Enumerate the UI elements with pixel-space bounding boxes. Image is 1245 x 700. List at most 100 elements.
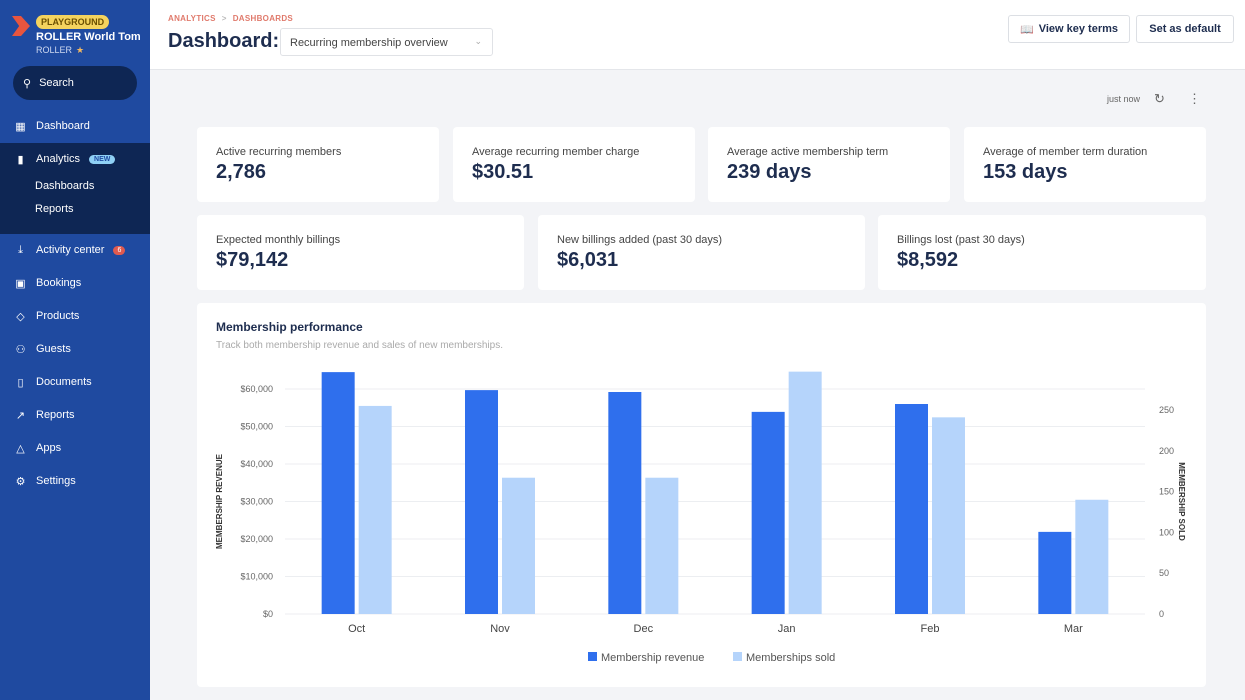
x-tick-label: Mar <box>1064 623 1083 635</box>
bar-revenue-mar <box>1038 531 1072 614</box>
sidebar-item-reports[interactable]: ↗ Reports <box>0 403 150 427</box>
breadcrumb-dashboards[interactable]: DASHBOARDS <box>232 14 294 23</box>
selected-dashboard: Recurring membership overview <box>290 37 448 49</box>
dashboard-icon: ▦ <box>15 120 26 133</box>
sidebar-item-apps[interactable]: △ Apps <box>0 436 150 460</box>
kpi-value: 153 days <box>983 161 1068 183</box>
kpi-value: $30.51 <box>472 161 534 183</box>
kpi-label: Billings lost (past 30 days) <box>897 234 1025 246</box>
sidebar-sub-dashboards[interactable]: Dashboards <box>35 180 95 192</box>
chart-title: Membership performance <box>216 320 363 334</box>
sidebar-item-settings[interactable]: ⚙ Settings <box>0 469 150 493</box>
gear-icon: ⚙ <box>15 475 26 488</box>
search-button[interactable]: ⚲ Search <box>13 66 137 100</box>
membership-performance-card: Membership performance Track both member… <box>197 303 1206 687</box>
kpi-label: Average of member term duration <box>983 146 1148 158</box>
y-tick-label: $20,000 <box>240 534 273 544</box>
org-sub-label: ROLLER <box>36 45 73 55</box>
sidebar-item-dashboard[interactable]: ▦ Dashboard <box>0 114 150 138</box>
label: Products <box>36 310 80 322</box>
refresh-icon[interactable]: ↻ <box>1154 91 1165 106</box>
chart-subtitle: Track both membership revenue and sales … <box>216 340 503 351</box>
y2-tick-label: 50 <box>1159 568 1169 578</box>
new-badge: NEW <box>89 154 116 164</box>
calendar-icon: ▣ <box>15 277 26 290</box>
sidebar-item-activity-center[interactable]: ⤓ Activity center 6 <box>0 238 150 262</box>
sidebar-sub-reports[interactable]: Reports <box>35 203 74 215</box>
kpi-value: $8,592 <box>897 249 959 271</box>
star-icon[interactable]: ★ <box>76 45 85 55</box>
sidebar-item-guests[interactable]: ⚇ Guests <box>0 337 150 361</box>
x-tick-label: Jan <box>778 623 796 635</box>
apps-icon: △ <box>16 442 25 455</box>
bar-revenue-feb <box>895 404 928 614</box>
kpi-label: Active recurring members <box>216 146 342 158</box>
kpi-label: New billings added (past 30 days) <box>557 234 723 246</box>
kpi-card: Billings lost (past 30 days) $8,592 <box>878 215 1206 290</box>
sidebar-item-products[interactable]: ◇ Products <box>0 304 150 328</box>
kpi-value: 239 days <box>727 161 812 183</box>
x-tick-label: Feb <box>921 623 940 635</box>
roller-logo <box>12 16 30 36</box>
y2-tick-label: 100 <box>1159 527 1174 537</box>
count-badge: 6 <box>113 245 126 255</box>
view-key-terms-button[interactable]: 📖 View key terms <box>1008 15 1130 43</box>
kpi-value: 2,786 <box>216 161 267 183</box>
org-sub: ROLLER ★ <box>36 45 84 56</box>
y-tick-label: $50,000 <box>240 422 273 432</box>
label: Settings <box>36 475 76 487</box>
label: Analytics <box>36 153 81 165</box>
kpi-card: Average of member term duration 153 days <box>964 127 1206 202</box>
y-tick-label: $0 <box>263 609 273 619</box>
y-tick-label: $10,000 <box>240 572 273 582</box>
y2-tick-label: 200 <box>1159 446 1174 456</box>
bar-sold-oct <box>358 405 392 614</box>
label: View key terms <box>1038 23 1118 35</box>
y2-axis-label: MEMBERSHIP SOLD <box>1177 462 1186 541</box>
refresh-status: just now <box>1107 94 1141 104</box>
download-tray-icon: ⤓ <box>18 243 23 256</box>
kpi-label: Average recurring member charge <box>472 146 640 158</box>
label: Guests <box>36 343 71 355</box>
legend-swatch <box>588 652 597 661</box>
playground-badge: PLAYGROUND <box>36 15 110 29</box>
bar-sold-mar <box>1075 499 1109 614</box>
book-icon: 📖 <box>1020 23 1034 36</box>
bar-sold-feb <box>932 417 965 614</box>
bar-sold-jan <box>788 371 822 614</box>
label: Documents <box>36 376 92 388</box>
set-default-button[interactable]: Set as default <box>1136 15 1234 43</box>
y2-tick-label: 250 <box>1159 405 1174 415</box>
y-tick-label: $30,000 <box>240 497 273 507</box>
breadcrumb-analytics[interactable]: ANALYTICS <box>168 14 216 23</box>
y-tick-label: $60,000 <box>240 384 273 394</box>
label: Activity center <box>36 244 105 256</box>
sidebar-item-bookings[interactable]: ▣ Bookings <box>0 271 150 295</box>
document-icon: ▯ <box>17 376 24 389</box>
kpi-card: Average recurring member charge $30.51 <box>453 127 695 202</box>
legend-swatch <box>733 652 742 661</box>
legend-label: Memberships sold <box>746 652 835 664</box>
label: Set as default <box>1149 23 1221 35</box>
bar-sold-nov <box>502 477 535 614</box>
bar-revenue-oct <box>321 372 355 614</box>
dashboard-select[interactable]: Recurring membership overview ⌄ <box>280 28 493 56</box>
search-icon: ⚲ <box>23 77 32 90</box>
kpi-card: Active recurring members 2,786 <box>197 127 439 202</box>
bar-revenue-nov <box>465 390 498 614</box>
org-name[interactable]: ROLLER World Tom <box>36 31 141 43</box>
sidebar-item-analytics[interactable]: ▮ Analytics NEW <box>0 147 150 171</box>
label: Reports <box>36 409 75 421</box>
x-tick-label: Oct <box>348 623 365 635</box>
tag-icon: ◇ <box>16 310 25 323</box>
y2-tick-label: 0 <box>1159 609 1164 619</box>
chevron-right-icon: > <box>221 14 227 23</box>
bar-chart: $0 $10,000 $20,000 $30,000 $40,000 $50,000 $60… <box>215 371 1186 664</box>
sidebar-item-documents[interactable]: ▯ Documents <box>0 370 150 394</box>
bar-sold-dec <box>645 477 679 614</box>
bar-chart-icon: ▮ <box>17 153 24 166</box>
breadcrumb: ANALYTICS > DASHBOARDS <box>168 14 293 23</box>
x-tick-label: Dec <box>634 623 654 635</box>
sidebar: PLAYGROUND ROLLER World Tom ROLLER ★ ⚲ Sea… <box>0 0 150 700</box>
more-options-icon[interactable]: ⋮ <box>1188 91 1201 106</box>
